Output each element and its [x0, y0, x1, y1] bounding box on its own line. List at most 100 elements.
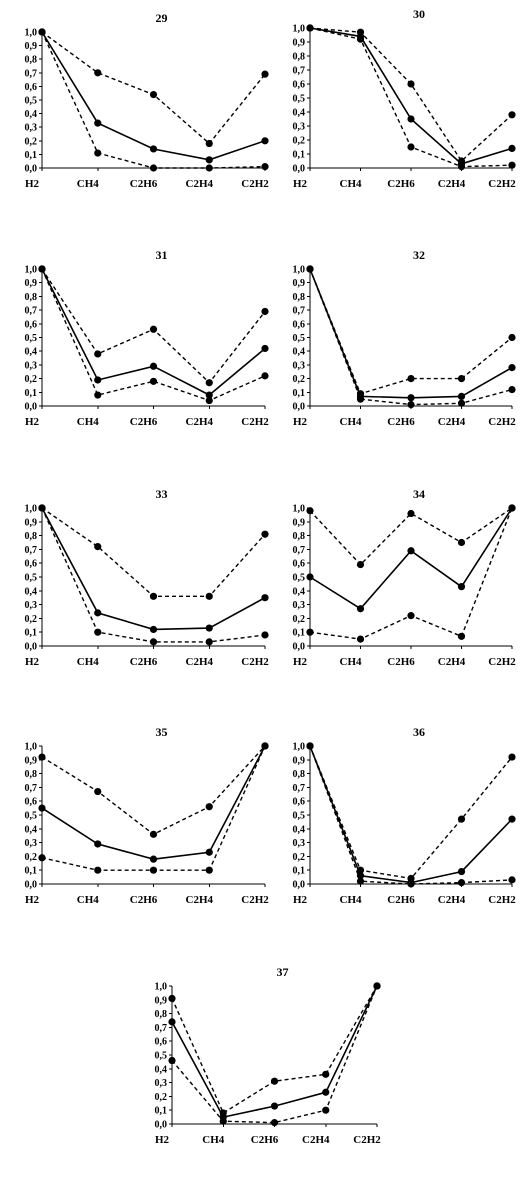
data-point	[306, 265, 314, 273]
x-tick-label: C2H2	[353, 1134, 381, 1146]
x-tick-label: H2	[293, 178, 308, 190]
chart-title: 37	[277, 965, 289, 979]
y-tick-label: 0,6	[25, 319, 38, 330]
x-tick-label: CH4	[77, 416, 100, 428]
y-tick-label: 0,8	[293, 52, 306, 63]
data-point	[94, 376, 102, 384]
y-tick-label: 0,2	[25, 852, 38, 863]
x-tick-label: H2	[25, 656, 40, 668]
y-tick-label: 0,6	[293, 797, 306, 808]
data-point	[306, 628, 314, 636]
data-point	[356, 872, 365, 880]
data-point	[149, 592, 158, 600]
data-point	[356, 560, 365, 569]
y-tick-label: 0,6	[293, 319, 306, 330]
data-point	[322, 1088, 330, 1096]
data-point	[168, 1018, 176, 1026]
data-point	[149, 638, 158, 646]
data-point	[356, 605, 365, 613]
data-point	[322, 1106, 330, 1114]
y-tick-label: 1,0	[293, 24, 306, 35]
y-tick-label: 0,1	[25, 866, 38, 877]
data-point	[149, 90, 158, 99]
data-point	[508, 111, 516, 119]
x-tick-label: C2H2	[488, 656, 516, 668]
y-tick-label: 0,3	[25, 600, 38, 611]
y-tick-label: 0,7	[25, 68, 38, 79]
data-point	[508, 504, 516, 512]
data-point	[457, 867, 466, 876]
x-tick-label: H2	[293, 416, 308, 428]
data-point	[38, 854, 46, 862]
data-point	[407, 880, 415, 888]
data-point	[94, 391, 102, 399]
x-tick-label: CH4	[340, 656, 363, 668]
chart-panel-33: 33 0,0 0,1 0,2 0,3 0,4 0,5 0,6 0,7 0,8 0,9 1,0 H2 CH4…	[25, 487, 270, 668]
data-point	[407, 509, 415, 518]
data-point	[205, 391, 213, 399]
y-tick-label: 0,7	[25, 545, 38, 556]
series-line-2	[309, 745, 513, 884]
x-tick-label: C2H4	[186, 656, 214, 668]
x-tick-label: C2H4	[438, 178, 466, 190]
data-point	[205, 164, 213, 172]
x-tick-label: C2H4	[438, 894, 466, 906]
data-point	[373, 982, 381, 990]
y-tick-label: 0,5	[293, 811, 306, 822]
data-point	[457, 632, 466, 640]
data-point	[261, 307, 269, 316]
data-point	[407, 143, 415, 151]
y-tick-label: 0,0	[25, 164, 38, 175]
data-point	[356, 395, 365, 403]
y-tick-label: 0,0	[293, 880, 306, 891]
y-tick-label: 0,5	[25, 573, 38, 584]
data-point	[407, 80, 415, 88]
x-tick-label: C2H4	[438, 656, 466, 668]
data-point	[261, 70, 269, 78]
data-point	[270, 1119, 279, 1127]
data-point	[205, 156, 213, 164]
y-tick-label: 0,0	[293, 402, 306, 413]
data-point	[168, 1056, 176, 1065]
x-tick-label: H2	[293, 656, 308, 668]
y-tick-label: 0,3	[25, 360, 38, 371]
data-point	[407, 547, 415, 555]
data-point	[306, 24, 314, 32]
data-point	[306, 742, 314, 750]
chart-panel-34: 34 0,0 0,1 0,2 0,3 0,4 0,5 0,6 0,7 0,8 0,9 1,0 H2 CH4…	[293, 487, 517, 668]
y-tick-label: 0,6	[25, 797, 38, 808]
y-tick-label: 0,1	[293, 388, 306, 399]
chart-title: 32	[413, 248, 425, 262]
data-point	[508, 753, 516, 761]
y-tick-label: 0,5	[293, 573, 306, 584]
data-point	[306, 573, 314, 581]
data-point	[94, 119, 102, 127]
x-tick-label: C2H4	[186, 894, 214, 906]
data-point	[407, 612, 415, 620]
y-tick-label: 1,0	[25, 28, 38, 39]
y-tick-label: 0,0	[25, 880, 38, 891]
data-point	[149, 830, 158, 838]
data-point	[356, 635, 365, 643]
data-point	[149, 855, 158, 863]
data-point	[407, 115, 415, 123]
chart-title: 34	[413, 487, 425, 501]
data-point	[205, 592, 213, 600]
x-tick-label: H2	[25, 178, 40, 190]
data-point	[149, 325, 158, 333]
data-point	[205, 866, 213, 874]
chart-panel-31: 31 0,0 0,1 0,2 0,3 0,4 0,5 0,6 0,7 0,8 0,9 1,0 H2 CH4…	[25, 248, 270, 428]
data-point	[457, 815, 466, 823]
data-point	[261, 594, 269, 602]
y-tick-label: 1,0	[25, 504, 38, 515]
chart-panel-32: 32 0,0 0,1 0,2 0,3 0,4 0,5 0,6 0,7 0,8 0,9 1,0 H2 CH4…	[293, 248, 517, 428]
data-point	[407, 401, 415, 409]
x-tick-label: C2H6	[130, 656, 158, 668]
x-tick-label: C2H2	[488, 178, 516, 190]
data-point	[149, 164, 158, 172]
data-point	[205, 396, 213, 405]
data-point	[205, 803, 213, 811]
x-tick-label: C2H6	[387, 894, 415, 906]
series-line-3	[309, 507, 513, 640]
data-point	[457, 392, 466, 401]
